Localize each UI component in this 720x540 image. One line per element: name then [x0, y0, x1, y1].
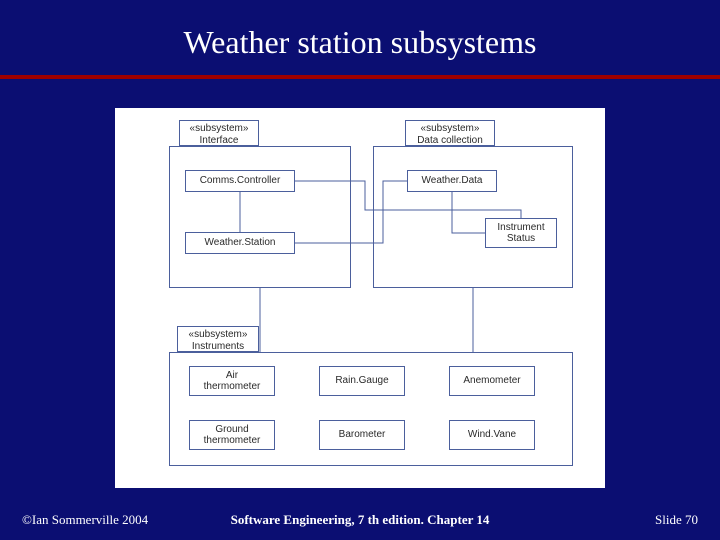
diagram: «subsystem» Interface «subsystem» Data c… [115, 108, 605, 488]
class-instrument-status: Instrument Status [485, 218, 557, 248]
package-label: Instruments [192, 341, 244, 352]
class-barometer: Barometer [319, 420, 405, 450]
class-ground-thermometer: Ground thermometer [189, 420, 275, 450]
diagram-canvas: «subsystem» Interface «subsystem» Data c… [115, 108, 605, 488]
package-datacollection-body [373, 146, 573, 288]
class-weather-data: Weather.Data [407, 170, 497, 192]
package-instruments-tab: «subsystem» Instruments [177, 326, 259, 352]
stereotype: «subsystem» [421, 123, 480, 134]
package-interface-body [169, 146, 351, 288]
class-anemometer: Anemometer [449, 366, 535, 396]
class-air-thermometer: Air thermometer [189, 366, 275, 396]
package-label: Interface [200, 135, 239, 146]
slide-title: Weather station subsystems [0, 0, 720, 61]
footer-book-title: Software Engineering, 7 th edition. Chap… [0, 512, 720, 528]
package-datacollection-tab: «subsystem» Data collection [405, 120, 495, 146]
class-rain-gauge: Rain.Gauge [319, 366, 405, 396]
stereotype: «subsystem» [189, 329, 248, 340]
class-comms-controller: Comms.Controller [185, 170, 295, 192]
package-label: Data collection [417, 135, 483, 146]
package-interface-tab: «subsystem» Interface [179, 120, 259, 146]
stereotype: «subsystem» [190, 123, 249, 134]
class-wind-vane: Wind.Vane [449, 420, 535, 450]
class-weather-station: Weather.Station [185, 232, 295, 254]
slide-footer: ©Ian Sommerville 2004 Software Engineeri… [0, 512, 720, 528]
title-rule [0, 75, 720, 79]
